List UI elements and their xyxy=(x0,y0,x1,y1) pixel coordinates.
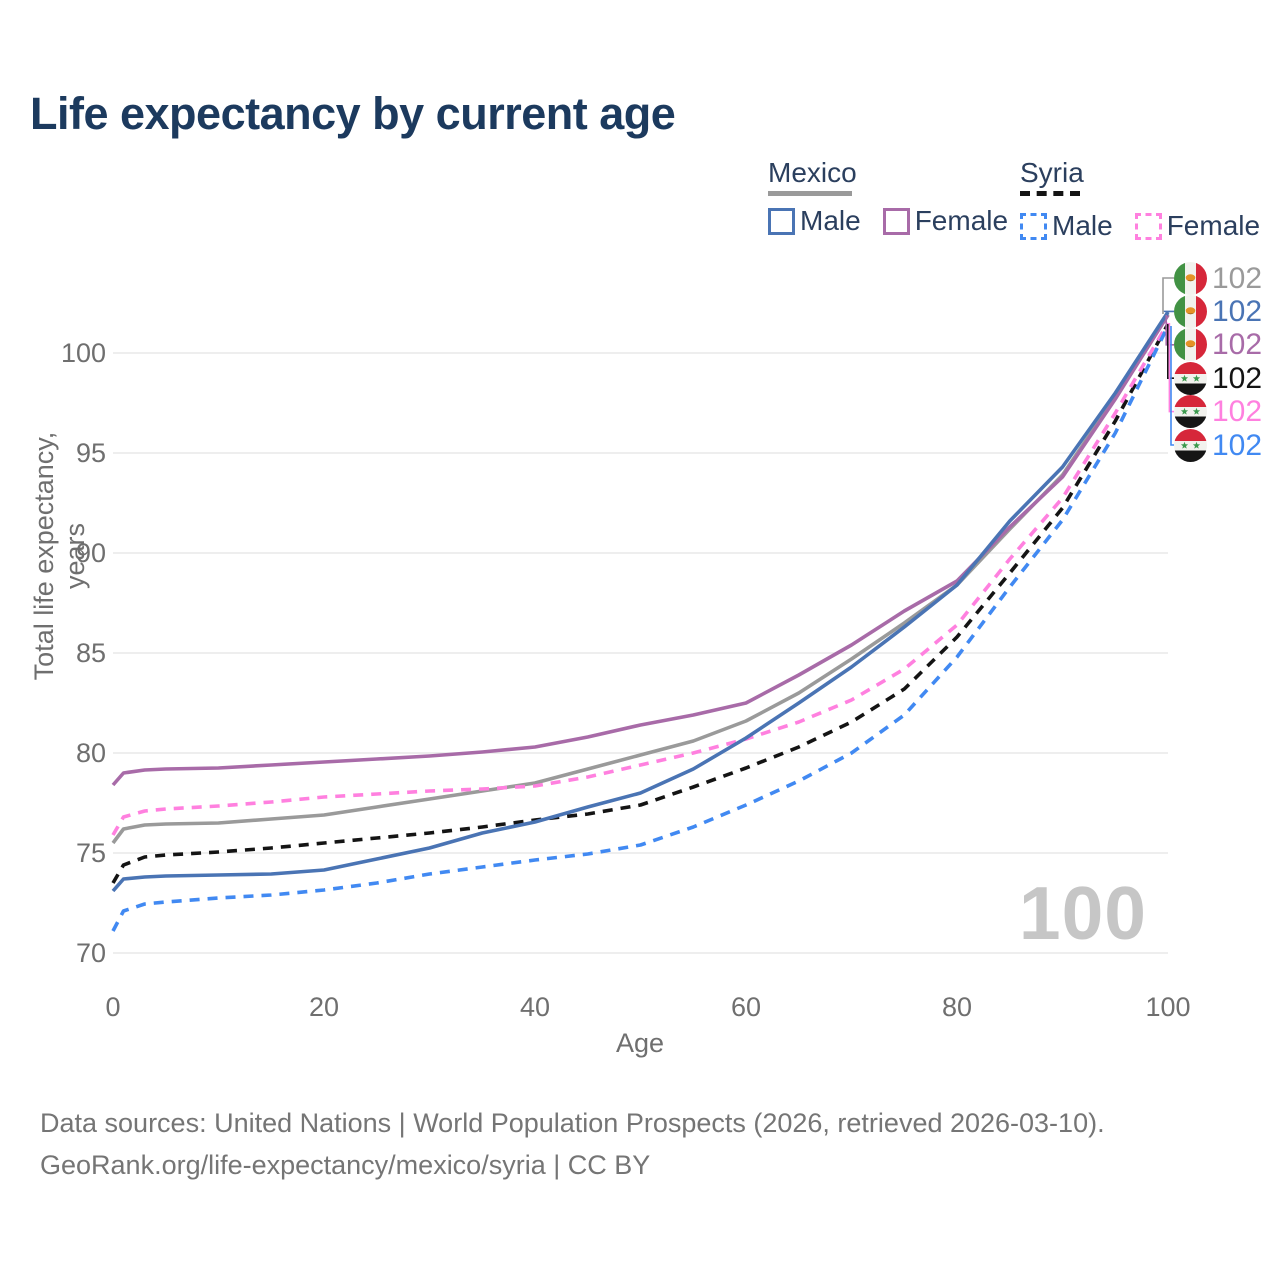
end-label-row: 102 xyxy=(1174,428,1262,462)
connector-syria-male xyxy=(1170,326,1174,446)
syria-flag-icon xyxy=(1174,362,1207,395)
end-label-row: 102 xyxy=(1174,294,1262,328)
legend-item-syria-male[interactable]: Male xyxy=(1020,210,1113,242)
y-tick-100: 100 xyxy=(61,338,106,368)
data-sources-line: Data sources: United Nations | World Pop… xyxy=(40,1108,1105,1138)
connector-mexico-both xyxy=(1162,277,1174,314)
series-lines xyxy=(111,311,1170,932)
y-tick-75: 75 xyxy=(76,838,106,868)
end-value: 102 xyxy=(1212,328,1263,362)
mexico-solid-line-swatch xyxy=(768,191,852,196)
end-value: 102 xyxy=(1212,294,1263,328)
y-tick-80: 80 xyxy=(76,738,106,768)
legend-syria-label: Syria xyxy=(1020,157,1084,188)
end-value: 102 xyxy=(1212,361,1263,395)
end-label-row: 102 xyxy=(1174,361,1262,395)
legend-syria-male-label: Male xyxy=(1052,210,1113,241)
x-tick-0: 0 xyxy=(105,992,120,1022)
series-line-mexico-female xyxy=(111,314,1170,787)
series-line-syria-both xyxy=(111,323,1170,884)
y-tick-70: 70 xyxy=(76,938,106,968)
x-tick-80: 80 xyxy=(942,992,972,1022)
syria-dashed-line-swatch xyxy=(1020,191,1080,201)
mexico-flag-icon xyxy=(1174,328,1207,361)
series-line-syria-male xyxy=(111,325,1170,932)
syria-flag-icon xyxy=(1174,395,1207,428)
legend-item-mexico-female[interactable]: Female xyxy=(882,205,1009,237)
mexico-male-swatch-icon xyxy=(768,207,795,235)
connector-syria-both xyxy=(1167,324,1174,379)
end-label-connectors xyxy=(1162,277,1174,446)
mexico-flag-icon xyxy=(1174,262,1207,295)
page-title: Life expectancy by current age xyxy=(30,88,676,139)
series-line-mexico-male xyxy=(111,311,1170,893)
y-tick-85: 85 xyxy=(76,638,106,668)
y-tick-90: 90 xyxy=(76,538,106,568)
current-age-watermark: 100 xyxy=(1018,871,1147,955)
attribution-line: GeoRank.org/life-expectancy/mexico/syria… xyxy=(40,1150,651,1180)
x-tick-60: 60 xyxy=(731,992,761,1022)
legend-group-syria: Syria Male Female xyxy=(1020,158,1260,242)
legend-item-mexico-male[interactable]: Male xyxy=(768,205,861,237)
x-tick-20: 20 xyxy=(309,992,339,1022)
legend-mexico-female-label: Female xyxy=(914,205,1009,236)
legend-mexico-label: Mexico xyxy=(768,157,857,188)
legend-syria-header[interactable]: Syria xyxy=(1020,158,1260,201)
series-line-syria-female xyxy=(111,322,1170,836)
end-label-row: 102 xyxy=(1174,395,1262,429)
x-tick-100: 100 xyxy=(1145,992,1190,1022)
syria-male-swatch-icon xyxy=(1020,212,1047,240)
end-label-row: 102 xyxy=(1174,328,1262,362)
end-value: 102 xyxy=(1212,395,1263,429)
legend-item-syria-female[interactable]: Female xyxy=(1134,210,1261,242)
legend-group-mexico: Mexico Male Female xyxy=(768,158,1008,237)
end-label-row: 102 xyxy=(1174,261,1262,295)
end-value: 102 xyxy=(1212,428,1263,462)
gridlines xyxy=(113,352,1168,954)
axis-ticks: 70 75 80 85 90 95 100 0 20 40 60 80 100 xyxy=(61,338,1191,1022)
x-tick-40: 40 xyxy=(520,992,550,1022)
legend-mexico-male-label: Male xyxy=(800,205,861,236)
legend-mexico-header[interactable]: Mexico xyxy=(768,158,1008,196)
end-value: 102 xyxy=(1212,261,1263,295)
connector-mexico-male xyxy=(1163,310,1174,313)
x-axis-title: Age xyxy=(615,1028,665,1058)
y-tick-95: 95 xyxy=(76,438,106,468)
legend-syria-female-label: Female xyxy=(1166,210,1261,241)
connector-syria-female xyxy=(1168,323,1174,413)
syria-flag-icon xyxy=(1174,429,1207,462)
mexico-flag-icon xyxy=(1174,295,1207,328)
y-axis-title: Total life expectancy, years xyxy=(29,431,90,681)
syria-female-swatch-icon xyxy=(1134,212,1162,240)
mexico-female-swatch-icon xyxy=(882,207,910,235)
